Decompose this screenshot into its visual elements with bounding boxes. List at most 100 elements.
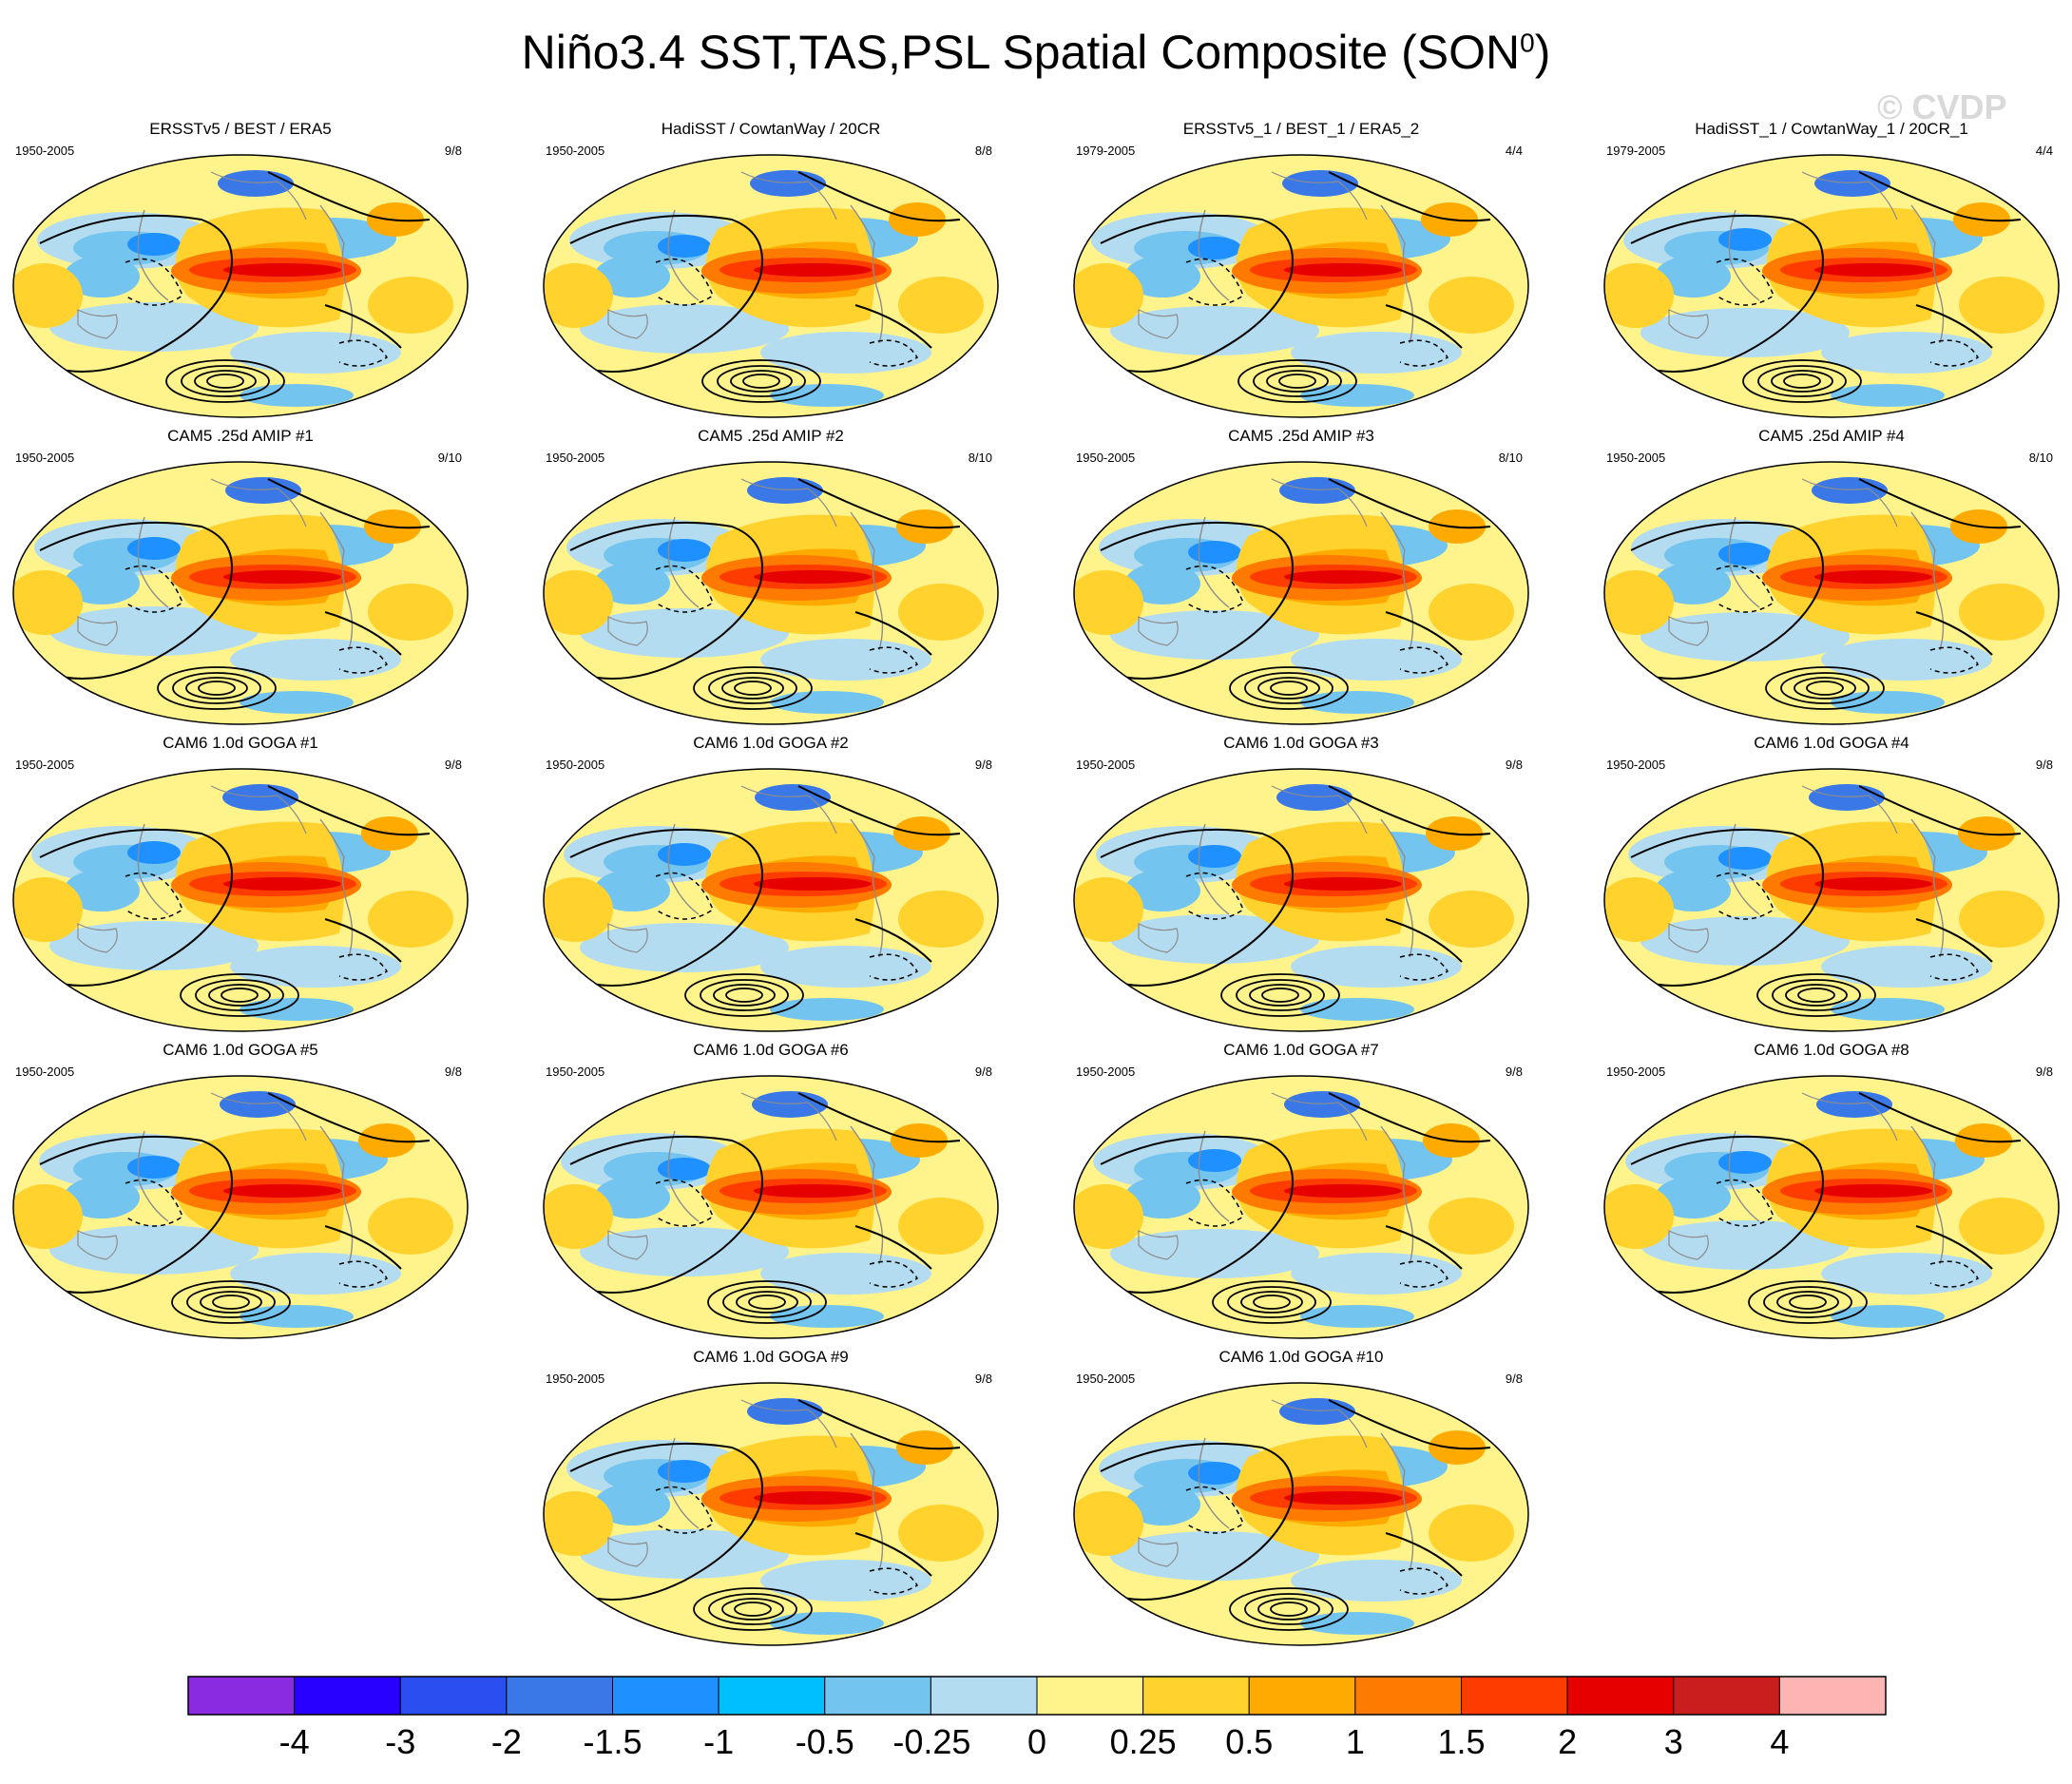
warm-patch [544, 1184, 613, 1249]
cool-patch [750, 170, 826, 197]
psl-contour-negative [869, 646, 919, 674]
psl-contour [267, 171, 431, 222]
coastline [1138, 616, 1179, 646]
cool-patch [752, 1091, 828, 1118]
coastline [1728, 1130, 1760, 1222]
psl-contour-negative [1399, 339, 1449, 367]
coastline [740, 478, 837, 528]
cool-patch [1821, 946, 1992, 988]
cool-patch [127, 233, 181, 256]
colorbar-tick-label: 1 [1345, 1722, 1365, 1761]
panel-period: 1979-2005 [1076, 144, 1136, 158]
panel-event-count: 9/8 [974, 1065, 992, 1079]
warm-patch [898, 277, 984, 334]
cool-patch [1821, 332, 1992, 374]
panel-period: 1950-2005 [546, 144, 605, 158]
warm-patch [1959, 891, 2044, 948]
cool-patch [1276, 784, 1353, 811]
composite-map [543, 461, 999, 725]
coastline [1801, 171, 1898, 221]
psl-contour [267, 478, 431, 529]
warm-patch [544, 877, 613, 942]
cool-patch [1300, 1305, 1414, 1328]
coastline [607, 309, 648, 339]
map-border [1603, 154, 2060, 418]
cool-patch [230, 639, 401, 681]
colorbar-swatch [930, 1676, 1038, 1716]
panel-event-count: 9/8 [444, 1065, 462, 1079]
coastline [607, 1537, 648, 1567]
psl-contour [1915, 304, 1993, 349]
psl-contour [1385, 611, 1463, 656]
coastline [210, 171, 307, 221]
psl-contour [324, 304, 402, 349]
warm-patch [754, 877, 872, 891]
psl-contour [1328, 478, 1491, 529]
cool-patch [64, 870, 140, 911]
panel-title: CAM5 .25d AMIP #2 [698, 427, 844, 445]
psl-contour-negative [1399, 646, 1449, 674]
psl-contour-high [1270, 681, 1308, 696]
psl-contour [854, 1532, 932, 1577]
colorbar-swatch [1778, 1676, 1887, 1716]
psl-contour-high [165, 359, 285, 403]
psl-contour-negative [1929, 646, 1980, 674]
psl-contour-high [198, 681, 236, 696]
psl-contour-high [736, 1291, 798, 1314]
psl-contour [1630, 828, 1824, 987]
coastline [77, 309, 118, 339]
psl-contour-negative [1716, 565, 1775, 613]
map-border [543, 461, 999, 725]
panel-title: ERSSTv5 / BEST / ERA5 [149, 120, 332, 138]
map-border [1603, 1075, 2060, 1339]
panel-title: HadiSST_1 / CowtanWay_1 / 20CR_1 [1695, 120, 1968, 138]
warm-patch [1074, 1491, 1143, 1556]
coastline [740, 171, 837, 221]
psl-contour-high [1240, 1291, 1303, 1314]
psl-contour-high [1253, 365, 1342, 397]
coastline [607, 1230, 648, 1260]
cool-patch [1655, 870, 1731, 911]
map-border [1073, 1075, 1529, 1339]
psl-contour [1328, 1092, 1491, 1143]
warm-patch [368, 277, 453, 334]
panel-period: 1950-2005 [1606, 1065, 1666, 1079]
sst-anomaly-field [1074, 462, 1528, 724]
cool-patch [1831, 998, 1945, 1021]
map-panel: CAM6 1.0d GOGA #5 1950-2005 9/8 [11, 1041, 470, 1345]
cool-patch [1188, 237, 1241, 259]
map-border [543, 1075, 999, 1339]
psl-contour [854, 918, 932, 963]
colorbar-swatch [506, 1676, 613, 1716]
coastline [210, 1092, 307, 1141]
warm-patch [1814, 570, 1932, 584]
sst-anomaly-field [544, 155, 998, 417]
warm-patch [1074, 570, 1143, 635]
psl-contour-high [708, 672, 797, 704]
psl-contour [1100, 1442, 1294, 1601]
cool-patch [1300, 691, 1414, 714]
panel-period: 1950-2005 [546, 451, 605, 465]
cool-patch [1640, 1220, 1850, 1270]
psl-contour-high [1249, 984, 1312, 1007]
coastline [1271, 1399, 1368, 1448]
composite-map [543, 154, 999, 418]
composite-map [543, 1075, 999, 1339]
panel-event-count: 8/10 [1498, 451, 1523, 465]
cool-patch [1188, 1462, 1241, 1485]
psl-contour-high [1742, 359, 1862, 403]
panel-title: HadiSST / CowtanWay / 20CR [661, 120, 881, 138]
warm-patch [1284, 570, 1402, 584]
psl-contour-negative [655, 258, 714, 306]
cool-patch [1124, 256, 1200, 297]
coastline [210, 478, 307, 528]
psl-contour-high [200, 1291, 262, 1314]
psl-contour-high [684, 973, 804, 1017]
psl-contour-high [1227, 1286, 1316, 1318]
psl-contour-high [181, 365, 270, 397]
cool-patch [1291, 1253, 1462, 1295]
colorbar-swatch [294, 1676, 401, 1716]
psl-contour-negative [125, 565, 183, 613]
cool-patch [1300, 384, 1414, 407]
psl-contour [324, 1225, 402, 1270]
